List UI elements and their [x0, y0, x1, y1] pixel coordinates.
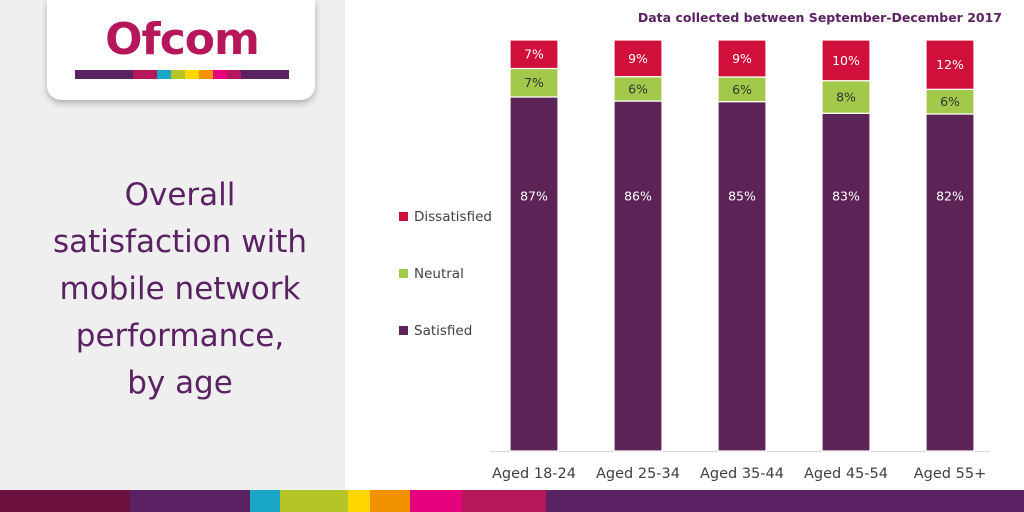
- logo-stripe-segment: [185, 70, 199, 79]
- legend-label: Dissatisfied: [414, 209, 492, 225]
- legend-label: Neutral: [414, 266, 464, 282]
- legend-label: Satisfied: [414, 323, 472, 339]
- stacked-bar-chart: 87% 7% 7% Aged 18-24 86% 6% 9% Aged 25-34 85% 6% 9…: [399, 39, 990, 482]
- stripe-segment: [546, 490, 1024, 512]
- data-label-satisfied: 87%: [520, 189, 548, 204]
- legend-swatch-satisfied: [399, 326, 408, 335]
- data-label-neutral: 6%: [732, 82, 752, 97]
- data-label-dissatisfied: 7%: [524, 47, 544, 62]
- bar-satisfied: [821, 112, 871, 452]
- x-tick-label: Aged 18-24: [492, 466, 576, 482]
- bottom-color-stripe: [0, 490, 1024, 512]
- bar-satisfied: [613, 100, 663, 452]
- bar-dissatisfied: [509, 39, 559, 70]
- data-label-satisfied: 82%: [936, 189, 964, 204]
- logo-stripe-segment: [157, 70, 171, 79]
- stripe-segment: [370, 490, 410, 512]
- bar-dissatisfied: [821, 39, 871, 82]
- x-tick-label: Aged 55+: [914, 466, 986, 482]
- logo-stripe-segment: [171, 70, 185, 79]
- data-label-neutral: 6%: [628, 81, 648, 96]
- logo-stripe-segment: [213, 70, 227, 79]
- bar-satisfied: [925, 113, 975, 452]
- headline-line: mobile network: [59, 271, 301, 307]
- bar-neutral: [509, 67, 559, 98]
- x-tick-label: Aged 45-54: [804, 466, 888, 482]
- headline-line: Overall: [124, 177, 236, 213]
- x-tick-label: Aged 35-44: [700, 466, 784, 482]
- headline-line: satisfaction with: [52, 224, 308, 260]
- logo-stripe-segment: [227, 70, 241, 79]
- bar-dissatisfied: [925, 39, 975, 90]
- stripe-segment: [250, 490, 280, 512]
- stripe-segment: [130, 490, 250, 512]
- stripe-segment: [462, 490, 546, 512]
- logo-stripe-segment: [241, 70, 289, 79]
- data-label-satisfied: 83%: [832, 189, 860, 204]
- logo-color-bar: [75, 70, 289, 79]
- data-label-dissatisfied: 9%: [628, 51, 648, 66]
- x-tick-label: Aged 25-34: [596, 466, 680, 482]
- data-label-neutral: 6%: [940, 94, 960, 109]
- logo-stripe-segment: [199, 70, 213, 79]
- headline-line: performance,: [75, 318, 285, 354]
- bar-satisfied: [509, 96, 559, 452]
- stripe-segment: [410, 490, 462, 512]
- data-label-dissatisfied: 9%: [732, 51, 752, 66]
- legend-swatch-dissatisfied: [399, 212, 408, 221]
- bar-neutral: [717, 76, 767, 103]
- headline-line: by age: [127, 365, 233, 401]
- logo-stripe-segment: [75, 70, 133, 79]
- data-label-dissatisfied: 10%: [832, 53, 860, 68]
- stripe-segment: [348, 490, 370, 512]
- data-label-neutral: 8%: [836, 89, 856, 104]
- bar-neutral: [925, 88, 975, 115]
- data-label-satisfied: 86%: [624, 189, 652, 204]
- bar-neutral: [821, 80, 871, 114]
- data-label-satisfied: 85%: [728, 189, 756, 204]
- headline: Overall satisfaction with mobile network…: [30, 172, 330, 407]
- legend-swatch-neutral: [399, 269, 408, 278]
- stripe-segment: [280, 490, 348, 512]
- data-label-neutral: 7%: [524, 75, 544, 90]
- bar-satisfied: [717, 101, 767, 452]
- data-collection-note: Data collected between September-Decembe…: [637, 10, 1002, 25]
- ofcom-logo: Ofcom: [105, 14, 260, 65]
- logo-stripe-segment: [133, 70, 157, 79]
- bar-dissatisfied: [613, 39, 663, 78]
- stripe-segment: [0, 490, 130, 512]
- logo-card: Ofcom: [47, 0, 315, 100]
- bar-dissatisfied: [717, 39, 767, 78]
- data-label-dissatisfied: 12%: [936, 57, 964, 72]
- title-panel: Ofcom Overall satisfaction with mobile n…: [0, 0, 345, 490]
